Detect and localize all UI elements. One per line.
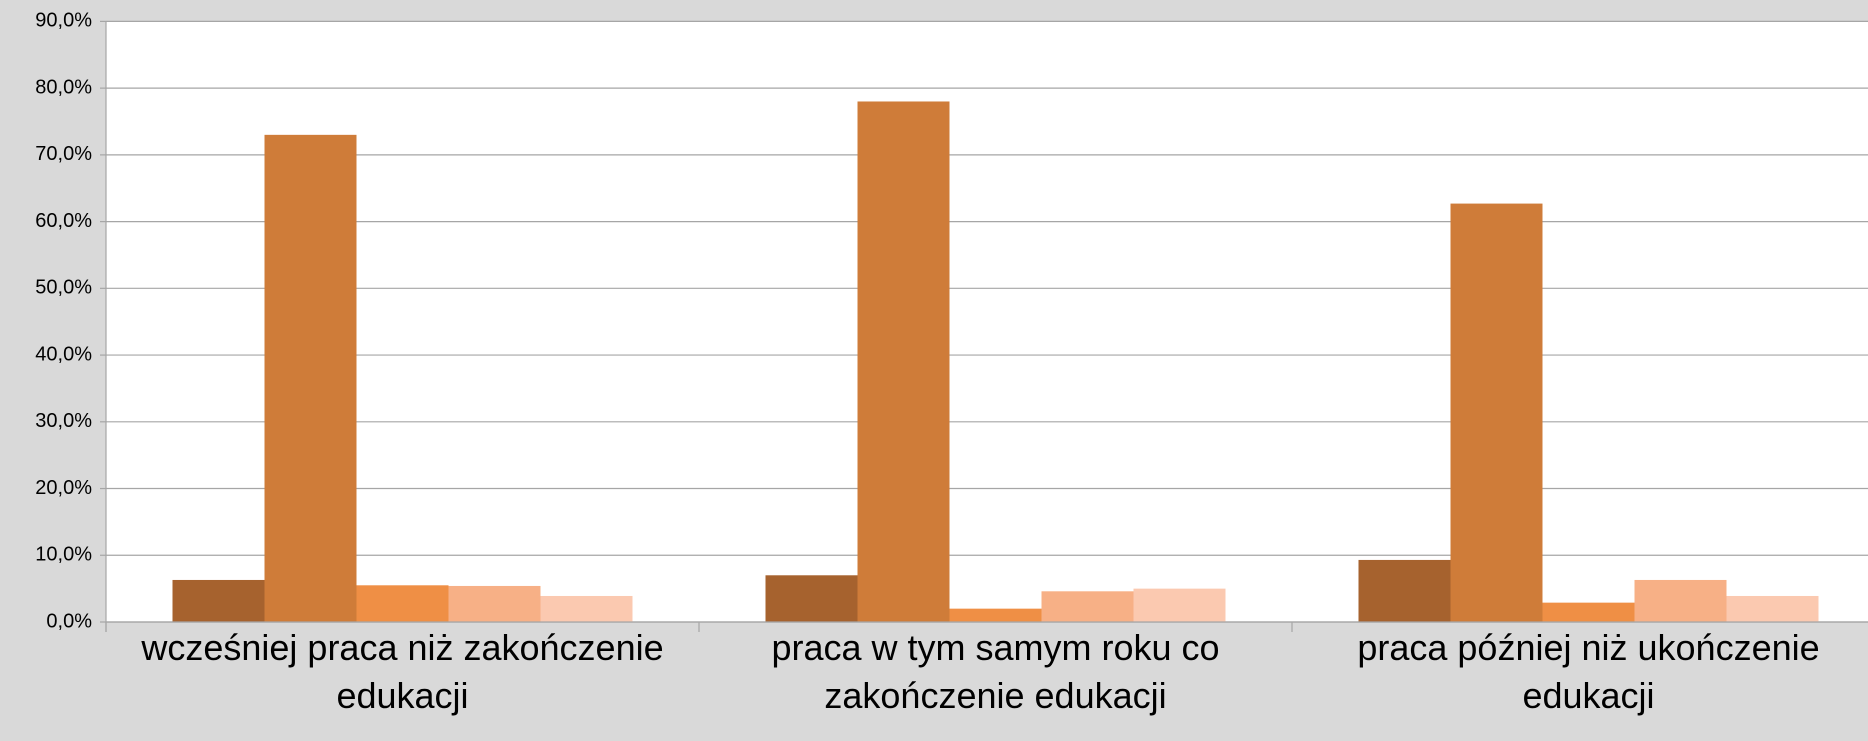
y-tick-label: 30,0%: [35, 410, 92, 432]
x-tick-label: wcześniej praca niż zakończenie edukacji: [140, 627, 663, 716]
x-tick-label: praca w tym samym roku co zakończenie edu…: [771, 627, 1219, 716]
bar: [1450, 203, 1543, 622]
x-tick-label-line: praca później niż ukończenie: [1357, 627, 1819, 668]
bar: [1726, 595, 1819, 622]
y-tick-label: 40,0%: [35, 343, 92, 365]
bar: [1358, 559, 1451, 622]
y-tick-label: 0,0%: [46, 610, 92, 632]
bar: [356, 585, 449, 622]
bar: [765, 575, 858, 622]
y-tick-label: 10,0%: [35, 544, 92, 566]
y-tick-label: 60,0%: [35, 210, 92, 232]
y-tick-label: 50,0%: [35, 277, 92, 299]
bar: [1542, 602, 1635, 622]
bar: [1133, 588, 1226, 622]
bar: [264, 134, 357, 622]
y-tick-label: 20,0%: [35, 477, 92, 499]
bar: [1634, 579, 1727, 622]
bar: [949, 608, 1042, 622]
x-tick-label-line: edukacji: [1522, 675, 1654, 716]
plot-area: [106, 21, 1868, 622]
x-tick-label: praca później niż ukończenie edukacji: [1357, 627, 1819, 716]
bar: [448, 585, 541, 622]
x-tick-label-line: wcześniej praca niż zakończenie: [140, 627, 663, 668]
x-tick-label-line: zakończenie edukacji: [824, 675, 1166, 716]
x-tick-label-line: edukacji: [336, 675, 468, 716]
y-tick-label: 90,0%: [35, 10, 92, 32]
bar: [540, 595, 633, 622]
bar: [1041, 591, 1134, 622]
bar: [172, 579, 265, 622]
y-tick-label: 80,0%: [35, 76, 92, 98]
y-tick-label: 70,0%: [35, 143, 92, 165]
x-tick-label-line: praca w tym samym roku co: [771, 627, 1219, 668]
bar: [857, 101, 950, 623]
